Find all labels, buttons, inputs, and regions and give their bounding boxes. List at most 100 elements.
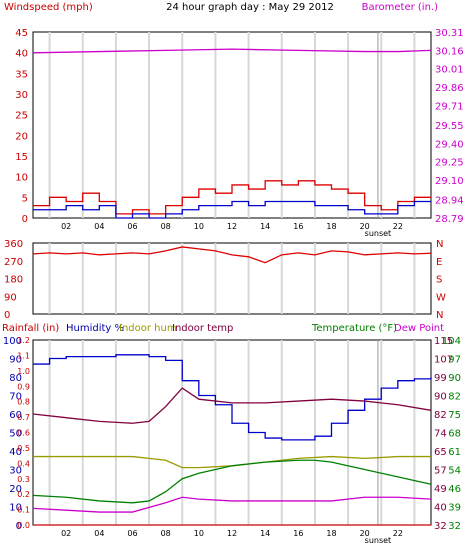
x-tick-label: 16 <box>293 529 303 538</box>
humidity-tick-label: 60 <box>9 410 22 421</box>
direction-tick-label: 270 <box>4 257 23 268</box>
windspeed-tick-label: 45 <box>15 28 28 39</box>
windspeed-tick-label: 15 <box>15 152 28 163</box>
series-indoor-temp <box>32 387 432 424</box>
indoor-temp-tick-label: 32 <box>434 521 447 532</box>
windspeed-tick-label: 35 <box>15 69 28 80</box>
humidity-tick-label: 80 <box>9 373 22 384</box>
compass-tick-label: N <box>436 310 443 321</box>
temperature-tick-label: 90 <box>448 373 461 384</box>
rainfall-tick-label: 0.1 <box>17 506 30 515</box>
x-tick-label: 18 <box>326 222 336 231</box>
compass-tick-label: E <box>436 257 442 268</box>
rainfall-tick-label: 0.6 <box>17 429 30 438</box>
barometer-tick-label: 29.25 <box>435 158 464 169</box>
windspeed-tick-label: 40 <box>15 49 28 60</box>
humidity-tick-label: 70 <box>9 392 22 403</box>
barometer-axis-label: Barometer (in.) <box>362 2 438 13</box>
series-gust <box>33 180 431 215</box>
barometer-tick-label: 29.86 <box>435 83 464 94</box>
humidity-tick-label: 90 <box>9 355 22 366</box>
x-tick-label: 06 <box>127 529 137 538</box>
rainfall-tick-label: 0.2 <box>17 490 30 499</box>
x-tick-label: 06 <box>127 222 137 231</box>
indoor-hum-axis-label: Indoor hum <box>119 323 177 334</box>
temperature-tick-label: 75 <box>448 410 461 421</box>
x-tick-label: 20 <box>360 222 370 231</box>
compass-tick-label: N <box>436 239 443 250</box>
rainfall-tick-label: 0.9 <box>17 382 30 391</box>
rainfall-tick-label: 0.5 <box>17 444 30 453</box>
indoor-temp-axis-label: Indoor temp <box>172 323 233 334</box>
rainfall-tick-label: 0.8 <box>17 398 30 407</box>
x-tick-label: 16 <box>293 222 303 231</box>
humidity-tick-label: 10 <box>9 503 22 514</box>
indoor-temp-tick-label: 90 <box>434 392 447 403</box>
series-barometer <box>32 48 432 54</box>
temperature-tick-label: 97 <box>448 355 461 366</box>
x-tick-label: 20 <box>360 529 370 538</box>
indoor-temp-tick-label: 57 <box>434 466 447 477</box>
x-tick-label: 08 <box>161 222 171 231</box>
humidity-tick-label: 30 <box>9 466 22 477</box>
indoor-temp-tick-label: 115 <box>434 336 453 347</box>
barometer-tick-label: 28.79 <box>435 214 464 225</box>
direction-plot-frame <box>32 242 432 315</box>
x-tick-label: 02 <box>61 529 71 538</box>
barometer-tick-label: 30.31 <box>435 28 464 39</box>
barometer-tick-label: 29.71 <box>435 101 464 112</box>
humidity-axis-label: Humidity % <box>66 323 124 334</box>
indoor-temp-tick-label: 49 <box>434 484 447 495</box>
temperature-tick-label: 39 <box>448 503 461 514</box>
x-tick-label: 02 <box>61 222 71 231</box>
barometer-tick-label: 28.94 <box>435 196 464 207</box>
x-tick-label: 10 <box>194 222 204 231</box>
direction-tick-label: 0 <box>4 310 10 321</box>
windspeed-tick-label: 25 <box>15 111 28 122</box>
x-tick-label: 08 <box>161 529 171 538</box>
humidity-tick-label: 50 <box>9 429 22 440</box>
indoor-temp-tick-label: 99 <box>434 373 447 384</box>
x-tick-label: 10 <box>194 529 204 538</box>
indoor-temp-tick-label: 40 <box>434 503 447 514</box>
series-temperature <box>32 459 432 504</box>
rainfall-tick-label: 1.0 <box>17 367 30 376</box>
barometer-tick-label: 29.40 <box>435 139 464 150</box>
sunset-label: sunset <box>365 229 392 238</box>
barometer-tick-label: 29.55 <box>435 121 464 132</box>
barometer-tick-label: 29.10 <box>435 176 464 187</box>
rainfall-tick-label: 1.2 <box>17 336 30 345</box>
indoor-temp-tick-label: 65 <box>434 447 447 458</box>
direction-tick-label: 180 <box>4 275 23 286</box>
x-tick-label: 12 <box>227 529 237 538</box>
indoor-temp-tick-label: 107 <box>434 355 453 366</box>
humidity-tick-label: 40 <box>9 447 22 458</box>
chart-title: 24 hour graph day : May 29 2012 <box>166 2 334 13</box>
wind-plot-frame <box>32 31 432 219</box>
rainfall-tick-label: 0.7 <box>17 413 30 422</box>
windspeed-tick-label: 5 <box>22 193 28 204</box>
humidity-tick-label: 20 <box>9 484 22 495</box>
rainfall-tick-label: 0.4 <box>17 459 30 468</box>
dew-point-axis-label: Dew Point <box>394 323 444 334</box>
compass-tick-label: S <box>436 275 442 286</box>
indoor-temp-tick-label: 74 <box>434 429 447 440</box>
temperature-tick-label: 61 <box>448 447 461 458</box>
windspeed-tick-label: 10 <box>15 173 28 184</box>
humidity-tick-label: 100 <box>3 336 22 347</box>
barometer-tick-label: 30.16 <box>435 46 464 57</box>
x-tick-label: 04 <box>94 222 104 231</box>
x-tick-label: 14 <box>260 222 270 231</box>
series-humidity <box>33 354 432 441</box>
barometer-tick-label: 30.01 <box>435 65 464 76</box>
humidity-tick-label: 0 <box>16 521 22 532</box>
temperature-axis-label: Temperature (°F) <box>311 323 397 334</box>
compass-tick-label: W <box>436 292 446 303</box>
temperature-tick-label: 54 <box>448 466 461 477</box>
x-tick-label: 04 <box>94 529 104 538</box>
x-tick-label: 22 <box>393 529 403 538</box>
temperature-tick-label: 46 <box>448 484 461 495</box>
temperature-tick-label: 68 <box>448 429 461 440</box>
windspeed-axis-label: Windspeed (mph) <box>4 2 93 13</box>
